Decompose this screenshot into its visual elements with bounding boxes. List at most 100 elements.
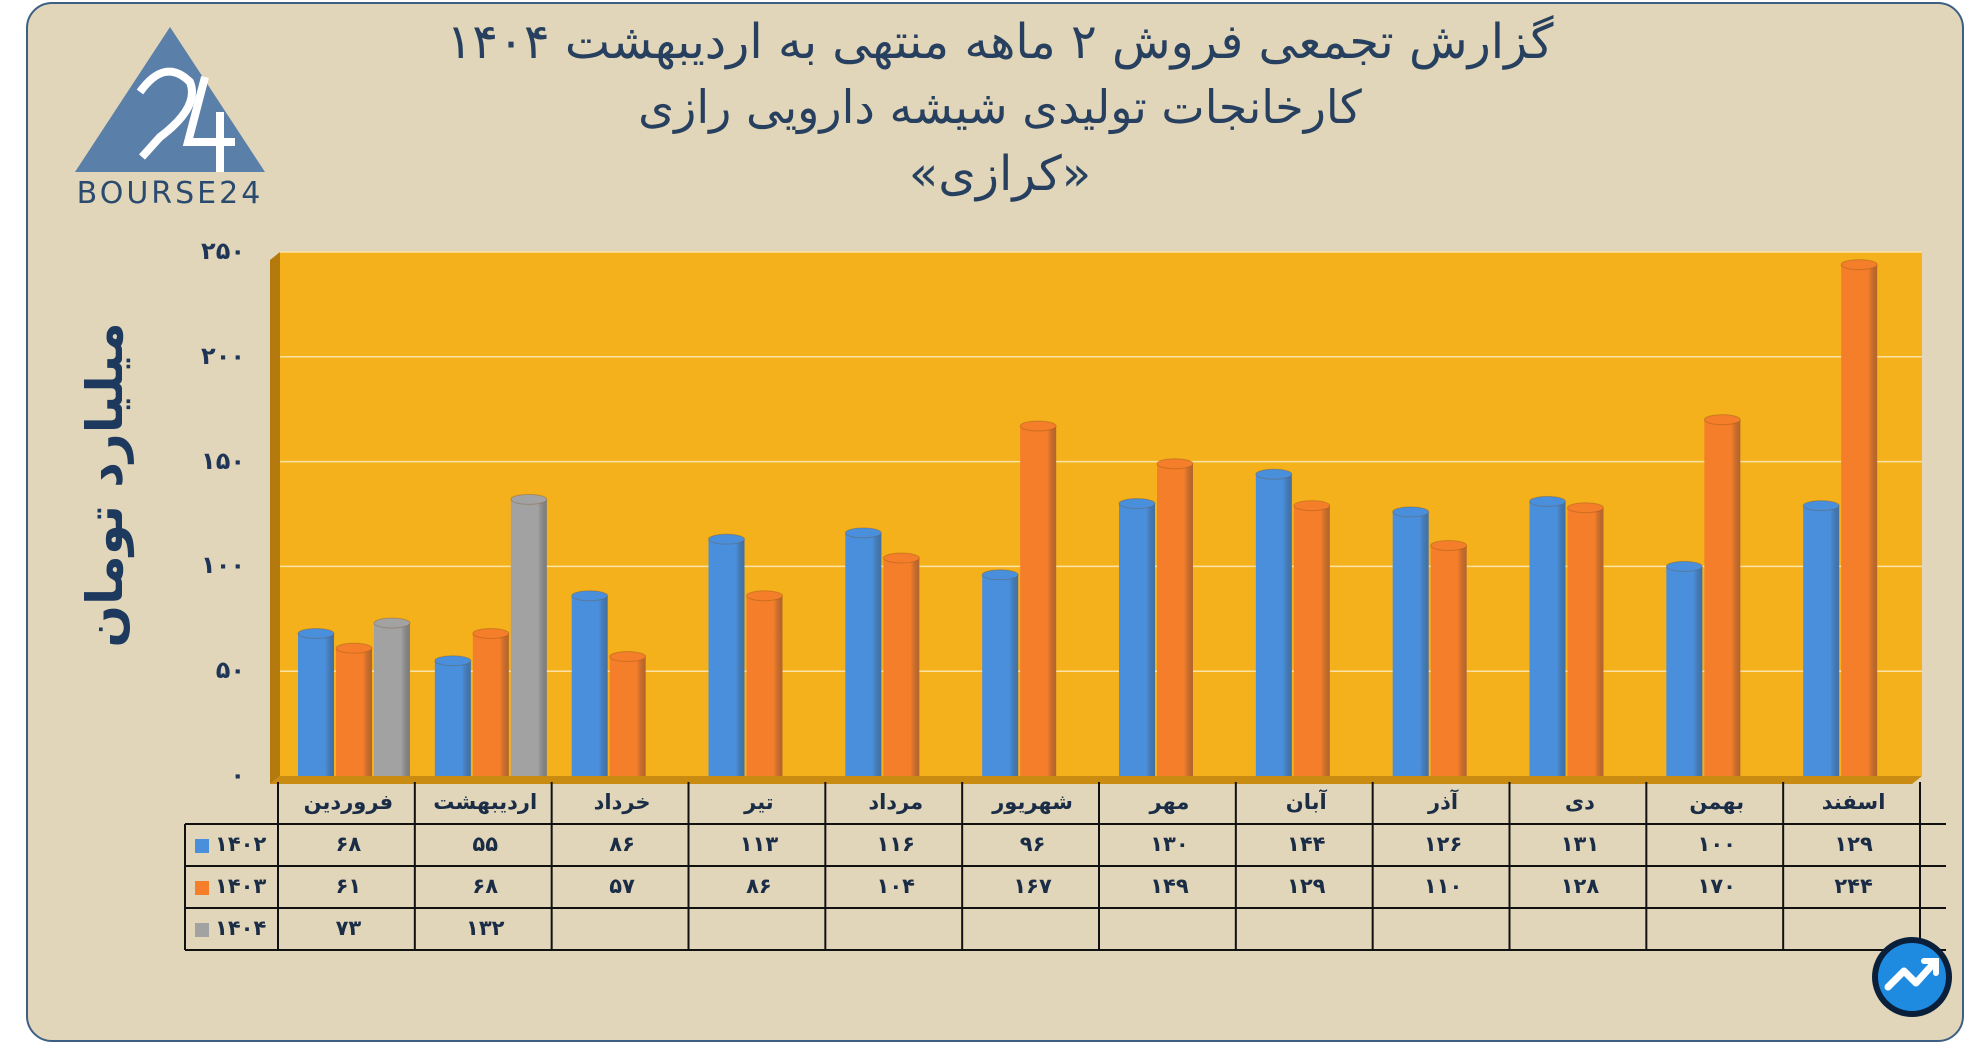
data-label-۱۴۰۲: ۹۶	[1019, 832, 1046, 856]
data-label-۱۴۰۲: ۱۳۰	[1150, 832, 1189, 856]
x-category-label: خرداد	[593, 790, 651, 814]
data-label-۱۴۰۳: ۶۸	[472, 874, 499, 898]
y-tick-label: ۰	[230, 761, 245, 789]
x-category-label: آذر	[1428, 790, 1459, 814]
legend-label: ۱۴۰۴	[215, 916, 267, 940]
bar-top	[1156, 458, 1194, 470]
bar-shade	[629, 656, 646, 776]
bar-shade	[1275, 474, 1292, 776]
bar-shade	[1313, 505, 1330, 776]
bar-shade	[1724, 419, 1741, 776]
data-label-۱۴۰۳: ۱۰۴	[876, 874, 915, 898]
x-category-label: مرداد	[868, 790, 924, 814]
bar-top	[1430, 539, 1468, 551]
bar-shade	[355, 648, 372, 776]
x-category-label: شهریور	[992, 790, 1073, 814]
x-category-label: اسفند	[1821, 790, 1886, 814]
data-label-۱۴۰۳: ۶۱	[335, 874, 362, 898]
x-category-label: اردیبهشت	[433, 790, 538, 814]
legend-swatch	[195, 881, 209, 895]
bar-top	[708, 533, 745, 545]
legend-swatch	[195, 839, 209, 853]
data-label-۱۴۰۲: ۱۱۳	[739, 832, 779, 856]
bar-shade	[1039, 425, 1057, 776]
bar-shade	[1001, 574, 1019, 776]
data-label-۱۴۰۳: ۱۱۰	[1423, 874, 1463, 898]
y-tick-label: ۱۵۰	[201, 446, 245, 475]
bar-top	[844, 527, 882, 539]
company-name: کارخانجات تولیدی شیشه دارویی رازی	[638, 80, 1362, 134]
bar-shade	[454, 660, 471, 776]
data-label-۱۴۰۴: ۷۳	[335, 916, 362, 940]
data-label-۱۴۰۲: ۱۰۰	[1697, 832, 1736, 856]
bar-shade	[903, 558, 920, 776]
bar-top	[434, 655, 472, 667]
bar-top	[571, 590, 609, 602]
bar-shade	[591, 595, 608, 776]
bar-shade	[728, 539, 745, 776]
bar-shade	[1450, 545, 1467, 776]
x-category-label: مهر	[1149, 790, 1190, 814]
data-label-۱۴۰۴: ۱۳۲	[466, 916, 505, 940]
data-label-۱۴۰۳: ۱۴۹	[1150, 874, 1189, 898]
data-label-۱۴۰۲: ۱۱۶	[876, 832, 915, 856]
bar-top	[1665, 560, 1703, 572]
data-label-۱۴۰۳: ۱۲۸	[1560, 874, 1600, 898]
trend-badge-icon	[1872, 937, 1952, 1017]
logo-text: BOURSE24	[76, 176, 264, 211]
bar-shade	[393, 622, 410, 776]
data-label-۱۴۰۳: ۸۶	[746, 874, 772, 898]
ticker-symbol: «کرازی»	[908, 146, 1092, 202]
data-label-۱۴۰۳: ۱۶۷	[1013, 874, 1052, 898]
data-label-۱۴۰۲: ۵۵	[472, 832, 499, 856]
bar-shade	[1549, 501, 1566, 776]
y-tick-label: ۲۵۰	[201, 237, 245, 265]
report-title: گزارش تجمعی فروش ۲ ماهه منتهی به اردیبهش…	[446, 14, 1554, 70]
bourse24-logo	[75, 27, 265, 172]
legend-swatch	[195, 923, 209, 937]
bar-shade	[1138, 503, 1155, 776]
data-label-۱۴۰۲: ۱۳۱	[1560, 832, 1600, 856]
bar-shade	[1822, 505, 1840, 776]
bar-top	[981, 569, 1019, 581]
bar-top	[609, 651, 647, 663]
bar-shade	[530, 499, 547, 776]
bar-shade	[1860, 264, 1878, 776]
x-category-label: تیر	[744, 790, 774, 814]
bar-top	[1567, 502, 1604, 514]
data-label-۱۴۰۳: ۲۴۴	[1834, 874, 1873, 898]
bar-shade	[1176, 463, 1193, 776]
legend-label: ۱۴۰۳	[215, 874, 267, 898]
bar-top	[1118, 498, 1156, 510]
bar-top	[1840, 259, 1878, 271]
plot-side-wall	[270, 252, 280, 784]
bar-top	[1255, 468, 1293, 480]
bar-shade	[865, 532, 882, 776]
bar-shade	[1412, 511, 1429, 776]
plot-area	[280, 252, 1922, 776]
x-category-label: بهمن	[1689, 790, 1745, 814]
plot-floor	[270, 776, 1922, 784]
legend-label: ۱۴۰۲	[215, 832, 267, 856]
data-label-۱۴۰۲: ۱۴۴	[1287, 832, 1326, 856]
bar-top	[373, 617, 411, 629]
x-category-label: فروردین	[303, 790, 394, 814]
bar-top	[1392, 506, 1430, 518]
bar-top	[1019, 420, 1057, 432]
data-label-۱۴۰۳: ۱۲۹	[1287, 874, 1326, 898]
bar-shade	[1587, 507, 1604, 776]
x-category-label: آبان	[1285, 790, 1327, 814]
bar-top	[1802, 500, 1840, 512]
data-label-۱۴۰۳: ۱۷۰	[1697, 874, 1736, 898]
bar-shade	[766, 595, 783, 776]
data-label-۱۴۰۲: ۱۲۶	[1423, 832, 1463, 856]
bar-top	[882, 552, 920, 564]
bar-shade	[1686, 566, 1703, 776]
data-label-۱۴۰۲: ۱۲۹	[1834, 832, 1873, 856]
bar-top	[335, 642, 373, 654]
bar-top	[1293, 500, 1331, 512]
y-tick-label: ۵۰	[215, 656, 245, 685]
x-category-label: دی	[1564, 790, 1595, 814]
bar-shade	[492, 633, 509, 776]
